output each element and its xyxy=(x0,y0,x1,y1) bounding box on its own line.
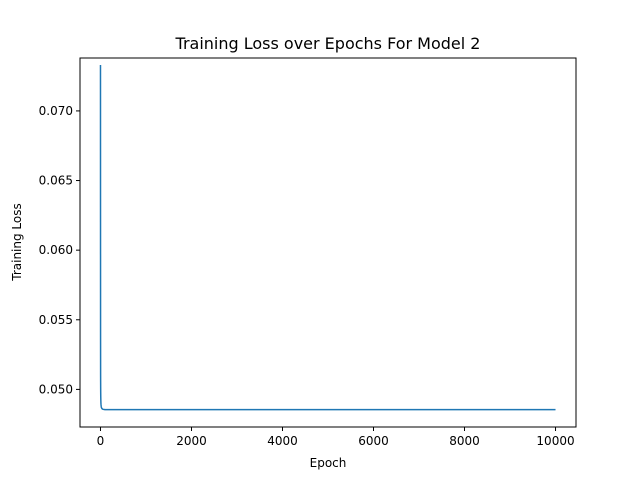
y-tick-label: 0.060 xyxy=(39,243,73,257)
y-tick-label: 0.055 xyxy=(39,313,73,327)
x-tick-label: 4000 xyxy=(267,434,298,448)
series-line-1 xyxy=(99,64,556,411)
x-tick-label: 2000 xyxy=(176,434,207,448)
x-tick-label: 6000 xyxy=(358,434,389,448)
chart-title: Training Loss over Epochs For Model 2 xyxy=(175,34,481,53)
axes-frame xyxy=(79,57,577,428)
y-tick-label: 0.070 xyxy=(39,104,73,118)
y-axis: 0.050 0.055 0.060 0.065 0.070 xyxy=(39,104,80,396)
x-tick-label: 8000 xyxy=(449,434,480,448)
x-tick-label: 0 xyxy=(97,434,105,448)
x-axis: 0 2000 4000 6000 8000 10000 xyxy=(97,427,575,448)
x-tick-label: 10000 xyxy=(536,434,574,448)
plot-area xyxy=(99,64,556,411)
y-tick-label: 0.050 xyxy=(39,382,73,396)
x-axis-label: Epoch xyxy=(310,456,347,470)
y-tick-label: 0.065 xyxy=(39,174,73,188)
y-axis-label: Training Loss xyxy=(10,203,24,281)
